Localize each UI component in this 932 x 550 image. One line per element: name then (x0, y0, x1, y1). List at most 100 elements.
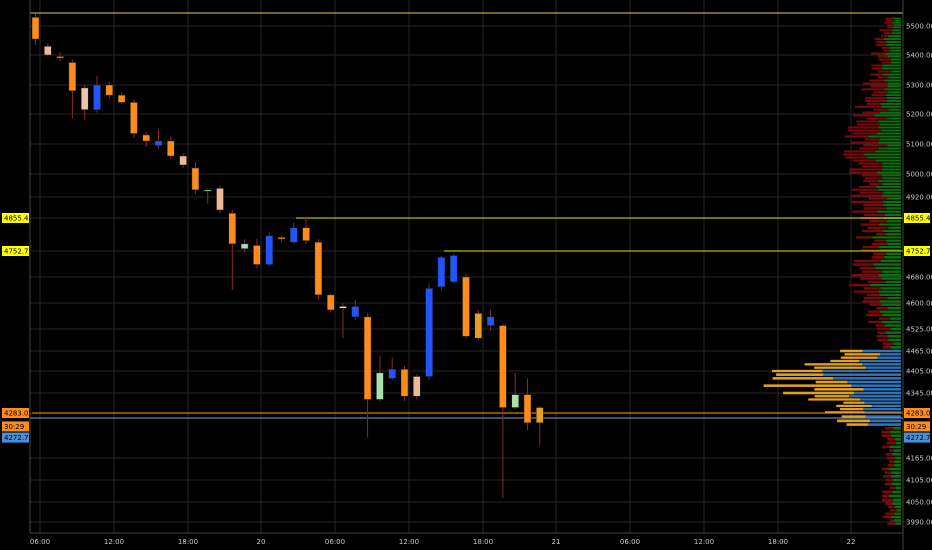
price-tag-right-label: 4752.79 (906, 248, 932, 256)
volume-bar-up (890, 317, 901, 320)
volume-bar-down (875, 233, 886, 236)
volume-bar-down (889, 449, 894, 452)
volume-bar-down (867, 310, 880, 313)
volume-bar-down (884, 471, 892, 474)
volume-bar-up (823, 373, 901, 376)
time-tick-label: 12:00 (694, 538, 714, 546)
volume-bar-down (862, 111, 880, 114)
volume-bar-down (853, 159, 876, 162)
time-axis[interactable]: 06:00 12:00 18:00 20 06:00 12:00 18:00 21 06:00 1… (30, 538, 856, 546)
volume-bar-up (896, 509, 901, 512)
time-tick-label: 18:00 (178, 538, 198, 546)
time-tick-label: 06:00 (30, 538, 50, 546)
volume-bar-down (881, 430, 891, 434)
volume-bar-down (885, 502, 893, 505)
price-tag-right (904, 421, 930, 432)
price-tag-right-label: 30:29 (906, 423, 926, 431)
volume-bar-up (862, 349, 901, 353)
volume-bar-down (877, 338, 889, 342)
candle-body (240, 243, 249, 249)
price-tag-left (2, 421, 29, 432)
volume-bar-up (869, 283, 901, 287)
volume-bar-down (862, 245, 879, 249)
volume-bar-down (865, 97, 887, 100)
volume-bar-up (877, 180, 901, 183)
volume-bar-up (893, 26, 901, 29)
volume-bar-up (881, 303, 901, 306)
volume-bar-up (865, 366, 901, 369)
volume-bar-up (878, 245, 901, 249)
price-tag-left (2, 432, 29, 443)
volume-bar-up (882, 313, 901, 317)
volume-bar-down (873, 108, 889, 111)
candle-body (302, 227, 310, 241)
volume-bar-down (883, 21, 892, 24)
volume-bar-up (892, 502, 901, 505)
volume-bar-down (855, 105, 882, 108)
volume-bar-up (884, 88, 901, 91)
volume-bar-down (840, 408, 864, 411)
volume-bar-down (844, 150, 876, 153)
volume-bar-down (847, 129, 882, 132)
volume-bar-up (877, 356, 901, 359)
volume-bar-up (885, 52, 901, 55)
volume-bar-down (860, 277, 882, 280)
volume-bar-down (772, 369, 823, 373)
volume-bar-down (814, 388, 864, 391)
candle-body (425, 288, 433, 377)
price-tag-right (904, 213, 930, 223)
volume-bar-down (845, 156, 868, 159)
volume-bar-down (876, 40, 887, 43)
volume-bar-up (887, 306, 901, 310)
volume-bar-up (887, 55, 901, 58)
candle-body (117, 94, 126, 103)
volume-bar-up (890, 515, 901, 519)
volume-bar-up (886, 252, 901, 256)
candle-body (400, 369, 409, 397)
volume-bar-up (876, 210, 901, 213)
volume-bar-up (882, 168, 901, 171)
volume-bar-down (862, 174, 882, 177)
volume-bar-down (837, 419, 871, 423)
candle-body (536, 407, 544, 423)
price-tag-right (904, 408, 930, 418)
volume-bar-up (882, 183, 901, 186)
volume-bar-down (871, 256, 885, 259)
volume-bar-up (867, 156, 901, 159)
volume-bar-up (894, 505, 901, 509)
volume-bar-down (874, 239, 886, 242)
volume-bar-up (878, 147, 901, 150)
price-axis[interactable]: 5500.00 5400.00 5300.00 5200.00 5100.00 5000.… (906, 23, 932, 527)
candle-body (105, 84, 114, 96)
volume-bar-up (878, 141, 901, 144)
volume-bar-up (878, 126, 901, 129)
volume-bar-up (888, 338, 901, 342)
volume-bar-down (870, 85, 888, 88)
volume-bar-down (861, 229, 884, 233)
volume-bar-down (844, 135, 868, 138)
volume-bar-down (873, 252, 887, 256)
volume-bar-up (888, 494, 901, 498)
volume-bar-up (881, 105, 901, 108)
volume-bar-up (864, 411, 901, 414)
volume-bar-up (881, 129, 901, 132)
volume-bar-down (886, 478, 893, 482)
volume-bar-up (887, 242, 901, 245)
volume-bar-down (815, 380, 848, 384)
volume-bar-down (853, 290, 879, 293)
volume-bar-down (867, 280, 886, 284)
volume-bar-up (875, 266, 901, 270)
candle-body (462, 276, 470, 337)
volume-bar-down (863, 207, 887, 210)
volume-bar-down (866, 102, 881, 105)
volume-bar-down (875, 324, 885, 327)
volume-bar-up (890, 327, 901, 331)
volume-bar-up (893, 342, 901, 345)
price-tag-right (904, 246, 930, 256)
volume-bar-up (884, 324, 901, 327)
volume-bar-up (880, 353, 901, 356)
volume-bar-up (881, 174, 901, 177)
price-tick-label: 5400.00 (906, 52, 932, 60)
volume-bar-up (887, 82, 901, 85)
